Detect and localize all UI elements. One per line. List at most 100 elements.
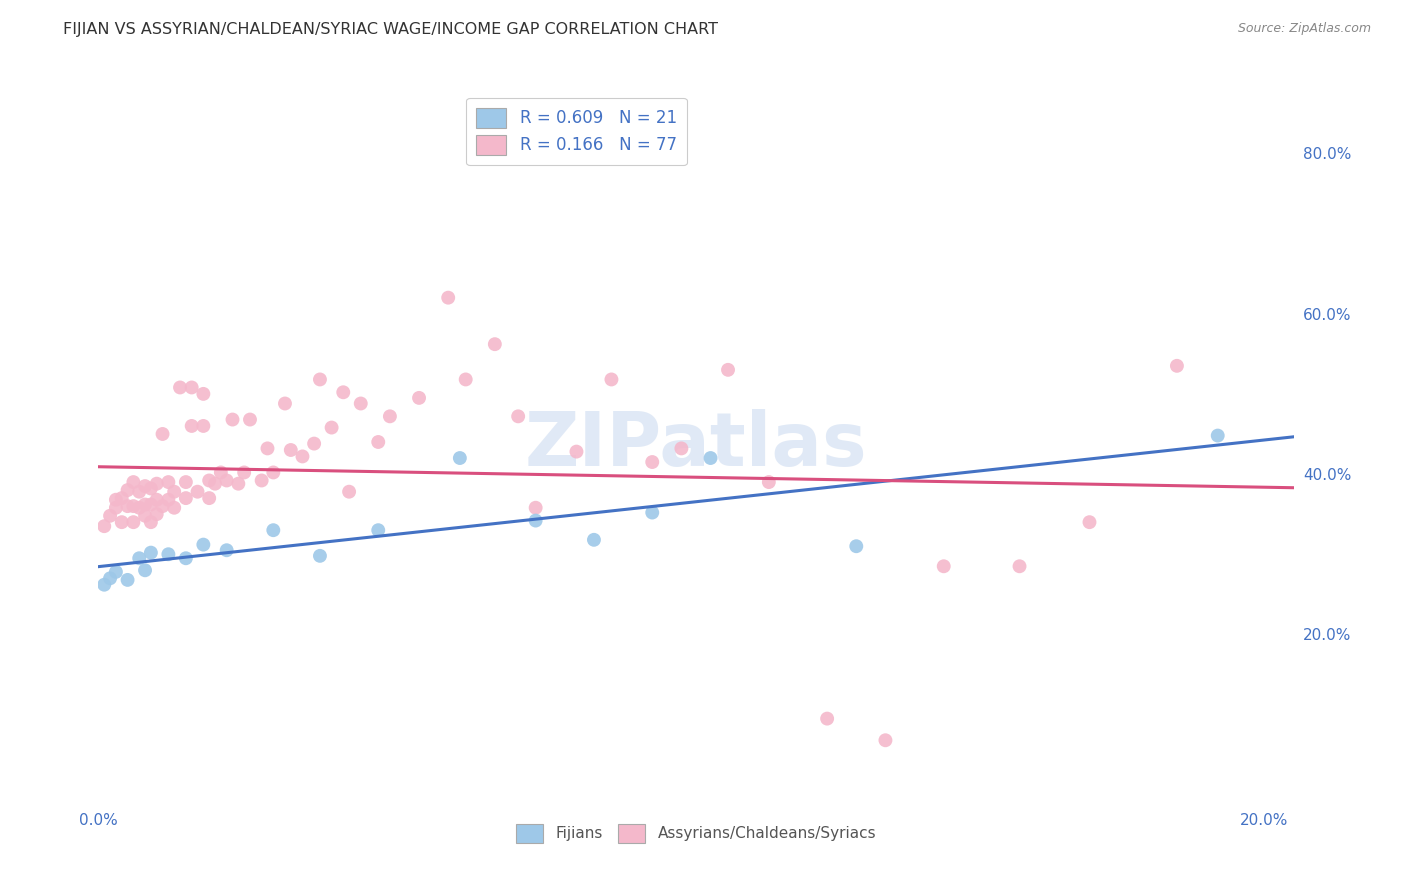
Point [641,506,664,520]
Point [122,499,145,513]
Point [524,500,547,515]
Point [98,571,121,585]
Point [508,409,530,424]
Point [239,412,262,426]
Point [524,514,547,528]
Point [641,455,664,469]
Point [274,396,297,410]
Point [408,391,430,405]
Point [449,450,471,465]
Point [193,387,215,401]
Point [1008,559,1031,574]
Point [152,499,174,513]
Point [1166,359,1188,373]
Point [139,515,162,529]
Point [139,546,162,560]
Point [122,515,145,529]
Point [321,420,343,434]
Point [117,483,139,497]
Point [845,539,868,553]
Point [367,523,389,537]
Point [233,466,256,480]
Point [262,466,284,480]
Point [250,474,273,488]
Point [180,419,202,434]
Text: Source: ZipAtlas.com: Source: ZipAtlas.com [1237,22,1371,36]
Point [367,435,389,450]
Point [139,482,162,496]
Point [180,380,202,394]
Point [437,291,460,305]
Point [565,444,588,458]
Point [152,427,174,442]
Point [228,476,250,491]
Point [157,547,180,561]
Point [600,372,623,386]
Point [157,475,180,489]
Point [1206,428,1229,442]
Point [815,712,838,726]
Legend: Fijians, Assyrians/Chaldeans/Syriacs: Fijians, Assyrians/Chaldeans/Syriacs [509,818,883,848]
Point [128,484,150,499]
Point [139,498,162,512]
Point [186,484,208,499]
Point [215,543,238,558]
Point [198,491,221,505]
Point [111,515,134,529]
Point [134,508,156,523]
Point [699,450,721,465]
Point [117,573,139,587]
Point [163,500,186,515]
Point [104,492,127,507]
Point [128,551,150,566]
Point [671,442,693,456]
Point [128,500,150,515]
Point [174,551,197,566]
Point [262,523,284,537]
Point [134,563,156,577]
Point [350,396,373,410]
Point [280,442,302,457]
Text: FIJIAN VS ASSYRIAN/CHALDEAN/SYRIAC WAGE/INCOME GAP CORRELATION CHART: FIJIAN VS ASSYRIAN/CHALDEAN/SYRIAC WAGE/… [63,22,718,37]
Point [145,507,167,521]
Point [215,474,238,488]
Point [758,475,780,489]
Point [174,475,197,489]
Point [145,476,167,491]
Point [302,436,325,450]
Point [291,450,314,464]
Point [256,442,278,456]
Point [145,492,167,507]
Point [93,519,115,533]
Point [193,419,215,434]
Point [309,372,332,386]
Point [454,372,477,386]
Point [163,484,186,499]
Point [193,538,215,552]
Point [117,499,139,513]
Point [875,733,897,747]
Point [932,559,955,574]
Point [204,476,226,491]
Point [484,337,506,351]
Point [378,409,401,424]
Point [198,474,221,488]
Point [582,533,605,547]
Point [337,484,360,499]
Point [332,385,354,400]
Point [309,549,332,563]
Point [221,412,243,426]
Point [134,498,156,512]
Point [104,500,127,515]
Point [122,475,145,489]
Point [93,578,115,592]
Text: ZIPatlas: ZIPatlas [524,409,868,483]
Point [157,492,180,507]
Point [1078,515,1101,529]
Point [98,508,121,523]
Point [209,466,232,480]
Point [174,491,197,505]
Point [169,380,191,394]
Point [134,479,156,493]
Point [104,565,127,579]
